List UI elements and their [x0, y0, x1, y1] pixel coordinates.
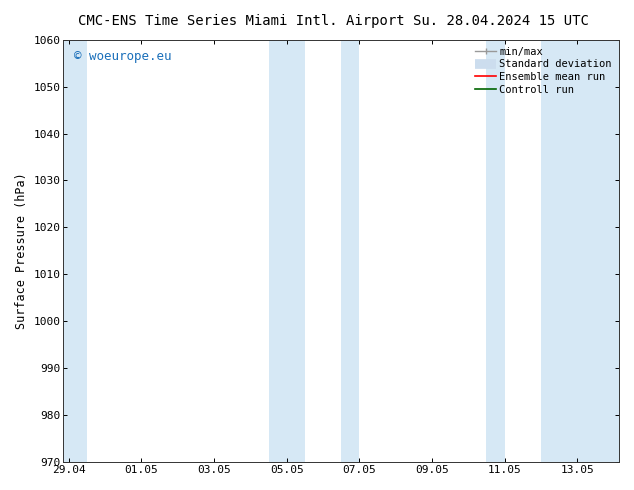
Bar	[541, 40, 619, 462]
Text: CMC-ENS Time Series Miami Intl. Airport: CMC-ENS Time Series Miami Intl. Airport	[77, 14, 404, 28]
Bar	[341, 40, 359, 462]
Text: Su. 28.04.2024 15 UTC: Su. 28.04.2024 15 UTC	[413, 14, 589, 28]
Legend: min/max, Standard deviation, Ensemble mean run, Controll run: min/max, Standard deviation, Ensemble me…	[473, 45, 614, 97]
Text: © woeurope.eu: © woeurope.eu	[74, 50, 172, 63]
Bar	[269, 40, 305, 462]
Bar	[486, 40, 505, 462]
Bar	[63, 40, 87, 462]
Y-axis label: Surface Pressure (hPa): Surface Pressure (hPa)	[15, 172, 28, 329]
